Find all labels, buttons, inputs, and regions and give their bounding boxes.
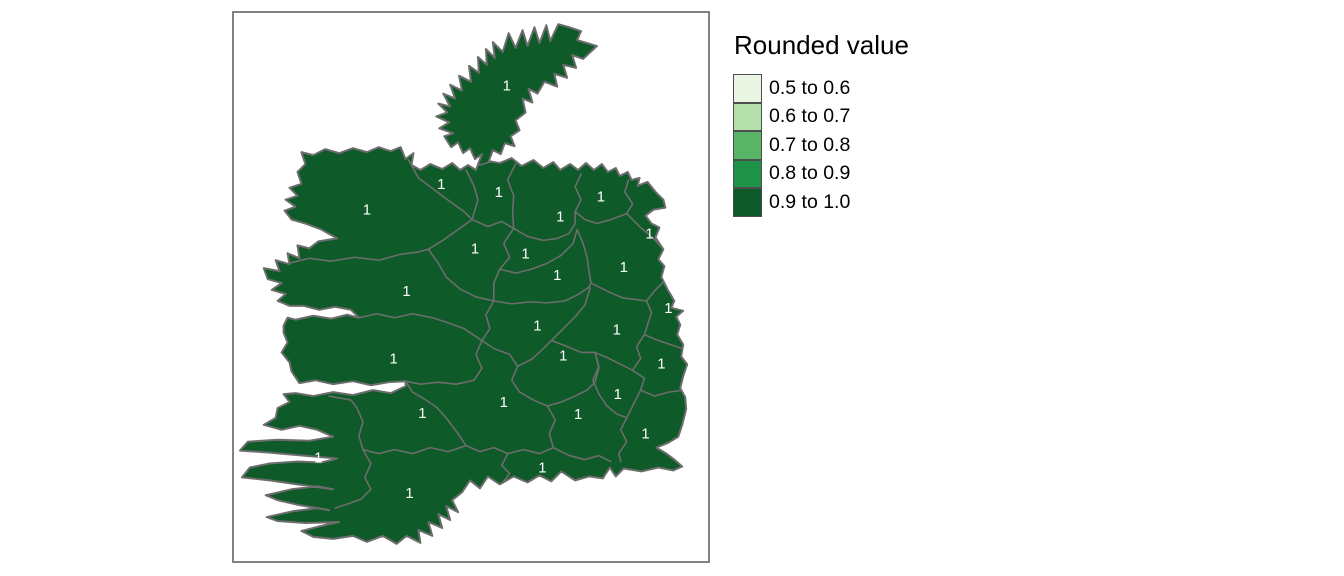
region-labels: 1 1 1 1 1 1 1 1 1 1 1 1 1 1 1 1 1 1 1 1 1 1 1 1 1 1 <box>314 79 672 503</box>
region-value-label: 1 <box>559 348 567 364</box>
region-value-label: 1 <box>471 241 479 257</box>
region-value-label: 1 <box>645 226 653 242</box>
region-value-label: 1 <box>533 319 541 335</box>
region-value-label: 1 <box>418 406 426 422</box>
map-panel: 1 1 1 1 1 1 1 1 1 1 1 1 1 1 1 1 1 1 1 1 1 1 1 1 1 1 <box>232 11 710 563</box>
region-value-label: 1 <box>363 203 371 219</box>
legend-row: 0.9 to 1.0 <box>733 188 909 217</box>
legend-items: 0.5 to 0.6 0.6 to 0.7 0.7 to 0.8 0.8 to 0.9… <box>733 74 909 217</box>
region-value-label: 1 <box>620 260 628 276</box>
region-value-label: 1 <box>495 185 503 201</box>
region-value-label: 1 <box>402 284 410 300</box>
legend-class-label: 0.9 to 1.0 <box>769 190 851 213</box>
legend-swatch <box>733 159 762 188</box>
legend-title: Rounded value <box>734 30 909 60</box>
region-value-label: 1 <box>641 427 649 443</box>
legend-swatch <box>733 131 762 160</box>
region-value-label: 1 <box>437 177 445 193</box>
legend-row: 0.6 to 0.7 <box>733 102 909 131</box>
legend-class-label: 0.5 to 0.6 <box>769 76 851 99</box>
region-value-label: 1 <box>503 79 511 95</box>
region-value-label: 1 <box>405 486 413 502</box>
region-value-label: 1 <box>521 246 529 262</box>
region-value-label: 1 <box>553 268 561 284</box>
region-value-label: 1 <box>597 190 605 206</box>
ireland-region <box>238 23 689 545</box>
region-value-label: 1 <box>574 407 582 423</box>
region-value-label: 1 <box>614 387 622 403</box>
legend-swatch <box>733 74 762 103</box>
region-value-label: 1 <box>664 301 672 317</box>
legend: Rounded value 0.5 to 0.6 0.6 to 0.7 0.7 to… <box>733 30 909 217</box>
region-value-label: 1 <box>314 451 322 467</box>
legend-class-label: 0.7 to 0.8 <box>769 133 851 156</box>
region-value-label: 1 <box>390 351 398 367</box>
region-value-label: 1 <box>556 210 564 226</box>
legend-row: 0.8 to 0.9 <box>733 159 909 188</box>
region-value-label: 1 <box>657 356 665 372</box>
region-value-label: 1 <box>538 460 546 476</box>
legend-row: 0.7 to 0.8 <box>733 131 909 160</box>
legend-swatch <box>733 188 762 217</box>
region-value-label: 1 <box>500 395 508 411</box>
legend-class-label: 0.8 to 0.9 <box>769 162 851 185</box>
legend-swatch <box>733 102 762 131</box>
region-value-label: 1 <box>613 323 621 339</box>
legend-row: 0.5 to 0.6 <box>733 74 909 103</box>
county-borders <box>288 157 685 509</box>
legend-class-label: 0.6 to 0.7 <box>769 105 851 128</box>
ireland-choropleth-svg: 1 1 1 1 1 1 1 1 1 1 1 1 1 1 1 1 1 1 1 1 1 1 1 1 1 1 <box>238 23 689 545</box>
